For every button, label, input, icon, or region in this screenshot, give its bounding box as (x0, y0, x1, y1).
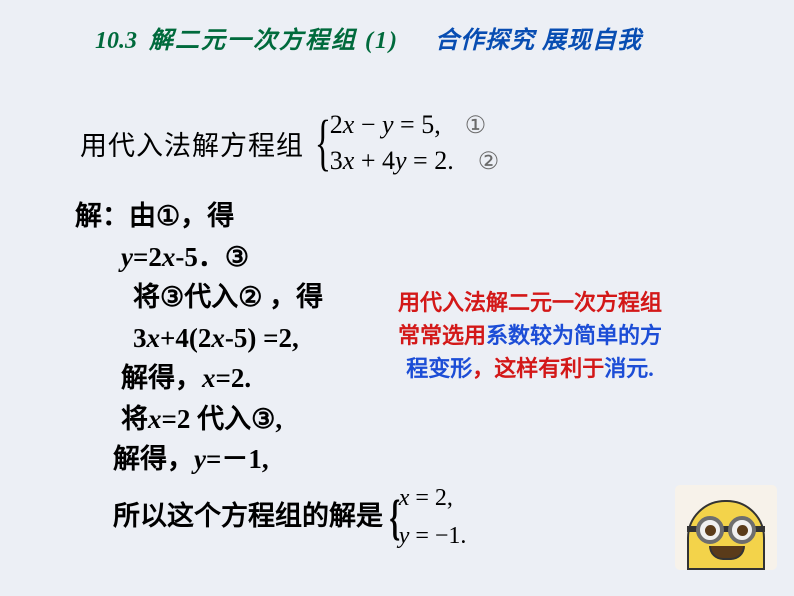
equation-1-marker: ① (465, 111, 487, 140)
note-line-2: 常常选用系数较为简单的方 (376, 319, 684, 352)
subtitle: 合作探究 展现自我 (435, 20, 642, 55)
answer-brace-icon: { (389, 492, 400, 542)
section-title: 解二元一次方程组 (1) (149, 20, 399, 55)
solution-line-2: y=2x-5．③ (75, 237, 794, 278)
problem-statement: 用代入法解方程组 { 2x − y = 5, ① 3x + 4y = 2. ② (80, 110, 794, 176)
equation-2-marker: ② (478, 147, 500, 176)
section-number: 10.3 (95, 28, 137, 55)
equation-2: 3x + 4y = 2. (330, 146, 454, 176)
problem-lead: 用代入法解方程组 (80, 124, 304, 163)
solution-line-1: 解：由①，得 (75, 196, 794, 237)
side-note: 用代入法解二元一次方程组 常常选用系数较为简单的方 程变形，这样有利于消元. (376, 286, 684, 385)
note-line-1: 用代入法解二元一次方程组 (376, 286, 684, 319)
solution-line-7: 解得，y=－1, (75, 439, 794, 480)
left-brace-icon: { (315, 112, 331, 174)
equation-1: 2x − y = 5, (330, 110, 441, 140)
solution-line-6: 将x=2 代入③, (75, 399, 794, 440)
note-line-3: 程变形，这样有利于消元. (376, 352, 684, 385)
minion-character-icon (675, 485, 777, 570)
answer-stack: x = 2, y = −1. (399, 480, 467, 554)
